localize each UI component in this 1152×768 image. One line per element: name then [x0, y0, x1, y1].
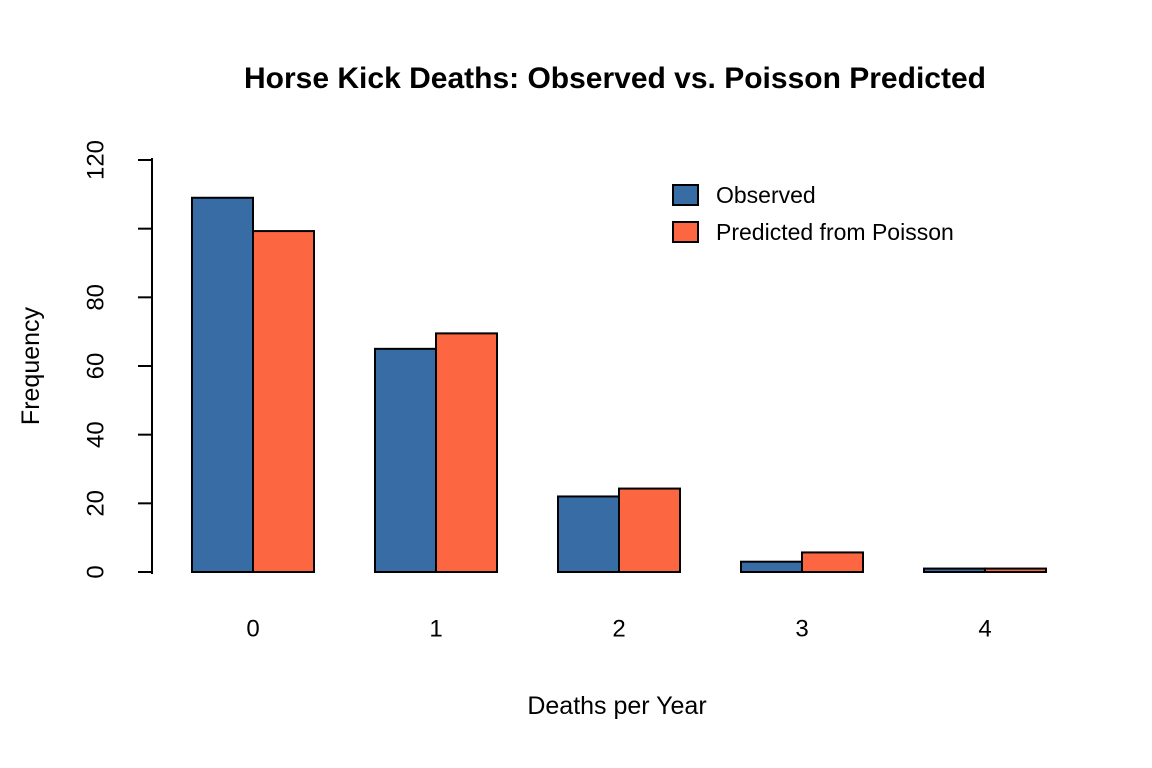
x-axis-title: Deaths per Year: [527, 692, 706, 720]
x-category-label-1: 1: [429, 615, 442, 642]
bar-observed-0: [191, 196, 254, 573]
y-tick-label-80: 80: [82, 284, 109, 311]
bar-predicted-from-poisson-2: [618, 487, 681, 574]
x-category-label-4: 4: [978, 615, 991, 642]
legend: Observed Predicted from Poisson: [672, 182, 954, 245]
y-tick-label-40: 40: [82, 421, 109, 448]
bars: [191, 196, 1047, 574]
bar-observed-3: [740, 560, 803, 574]
bar-observed-4: [923, 567, 986, 573]
chart-title: Horse Kick Deaths: Observed vs. Poisson …: [244, 62, 986, 95]
x-category-label-0: 0: [246, 615, 259, 642]
bar-observed-2: [557, 495, 620, 574]
bar-observed-1: [374, 347, 437, 574]
bar-predicted-from-poisson-0: [252, 230, 315, 573]
bar-predicted-from-poisson-4: [984, 567, 1047, 573]
bar-predicted-from-poisson-1: [435, 332, 498, 573]
x-axis-labels: 0 1 2 3 4: [246, 615, 991, 642]
y-tick-label-120: 120: [82, 140, 109, 180]
legend-swatch-predicted-from-poisson: [672, 221, 699, 243]
y-axis-title: Frequency: [17, 306, 45, 425]
y-axis: 0 20 40 60 80 120: [82, 140, 153, 579]
y-tick-label-20: 20: [82, 490, 109, 517]
bar-predicted-from-poisson-3: [801, 551, 864, 573]
y-tick-label-60: 60: [82, 353, 109, 380]
x-category-label-3: 3: [795, 615, 808, 642]
legend-label-predicted-from-poisson: Predicted from Poisson: [716, 219, 954, 245]
y-tick-label-0: 0: [82, 565, 109, 578]
legend-swatch-observed: [672, 184, 699, 206]
legend-label-observed: Observed: [716, 182, 816, 208]
x-category-label-2: 2: [612, 615, 625, 642]
